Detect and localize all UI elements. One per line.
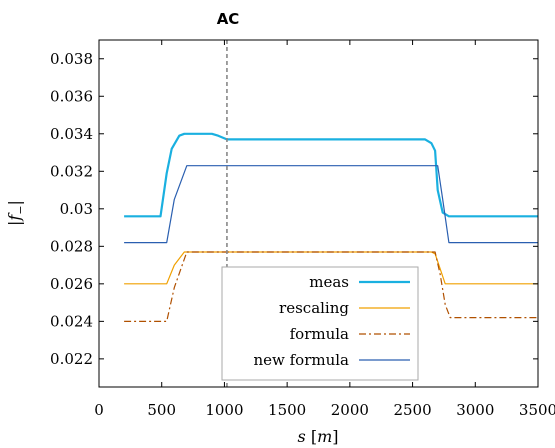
series-lines bbox=[124, 132, 538, 322]
x-tick-label: 2500 bbox=[393, 401, 431, 419]
x-tick-label: 3500 bbox=[519, 401, 555, 419]
legend-label: rescaling bbox=[279, 299, 349, 317]
y-tick-label: 0.036 bbox=[50, 87, 93, 105]
series-line-new-formula bbox=[124, 165, 538, 244]
legend-label: formula bbox=[290, 325, 349, 343]
series-line-rescaling bbox=[124, 251, 538, 285]
y-tick-label: 0.028 bbox=[50, 237, 93, 255]
legend-label: meas bbox=[309, 273, 349, 291]
y-axis-label: |f−| bbox=[5, 200, 27, 226]
x-tick-label: 2000 bbox=[331, 401, 369, 419]
x-tick-label: 3000 bbox=[456, 401, 494, 419]
chart-title: AC bbox=[217, 10, 240, 28]
x-tick-label: 0 bbox=[94, 401, 104, 419]
y-tick-label: 0.022 bbox=[50, 350, 93, 368]
legend-label: new formula bbox=[253, 351, 349, 369]
y-tick-label: 0.034 bbox=[50, 125, 93, 143]
legend-box bbox=[221, 266, 419, 381]
series-line-meas bbox=[124, 132, 538, 218]
plot-frame bbox=[98, 39, 539, 388]
axis-ticks: 0 500 1000 1500 2000 2500 3000 3500 0.022 0.024 0.… bbox=[50, 40, 555, 419]
x-tick-label: 1500 bbox=[268, 401, 306, 419]
y-tick-label: 0.024 bbox=[50, 312, 93, 330]
x-axis-label: s [m] bbox=[298, 427, 339, 446]
y-tick-label: 0.032 bbox=[50, 162, 93, 180]
series-line-formula bbox=[124, 251, 538, 322]
x-tick-label: 500 bbox=[147, 401, 176, 419]
x-tick-label: 1000 bbox=[205, 401, 243, 419]
legend: meas rescaling formula new formula bbox=[221, 266, 419, 381]
y-tick-label: 0.026 bbox=[50, 275, 93, 293]
y-tick-label: 0.038 bbox=[50, 50, 93, 68]
y-tick-label: 0.03 bbox=[60, 200, 93, 218]
